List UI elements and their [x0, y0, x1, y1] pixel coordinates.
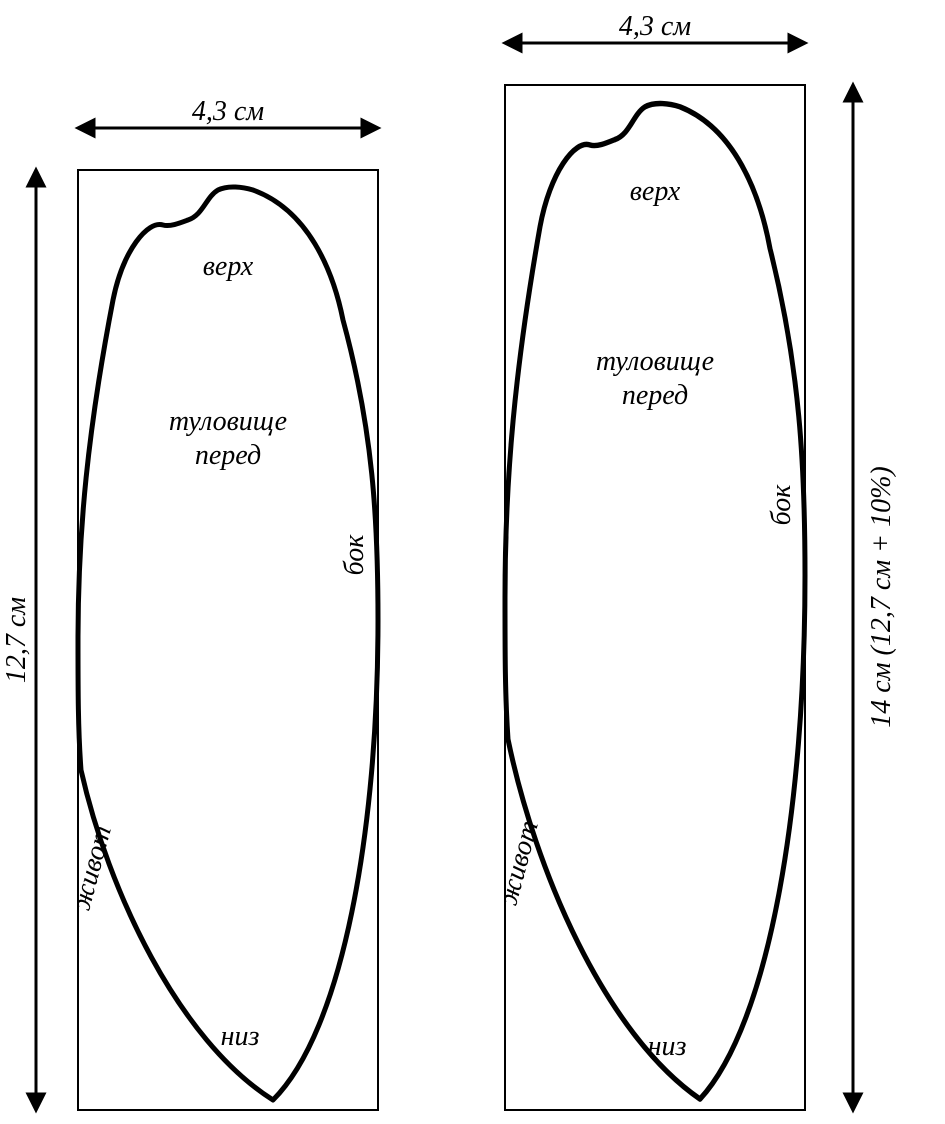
bounding-rect — [78, 170, 378, 1110]
label-name: туловищеперед — [169, 406, 287, 471]
label-bottom: низ — [648, 1031, 687, 1062]
label-top: верх — [630, 176, 681, 207]
pattern-shape — [505, 103, 805, 1099]
pattern-shape-group — [505, 103, 805, 1099]
height-label: 14 см (12,7 см + 10%) — [866, 466, 897, 727]
pattern-diagram: 4,3 см 12,7 см верх туловищеперед бок живот ни… — [0, 0, 945, 1124]
bounding-rect — [505, 85, 805, 1110]
label-top: верх — [203, 251, 254, 282]
label-side: бок — [766, 484, 797, 526]
label-belly: живот — [493, 817, 545, 908]
label-side: бок — [339, 534, 370, 576]
pattern-shape-group — [78, 187, 378, 1100]
width-label: 4,3 см — [192, 96, 264, 127]
pattern-shape — [78, 187, 378, 1100]
height-label: 12,7 см — [1, 597, 32, 683]
width-label: 4,3 см — [619, 11, 691, 42]
label-bottom: низ — [221, 1021, 260, 1052]
label-name: туловищеперед — [596, 346, 714, 411]
